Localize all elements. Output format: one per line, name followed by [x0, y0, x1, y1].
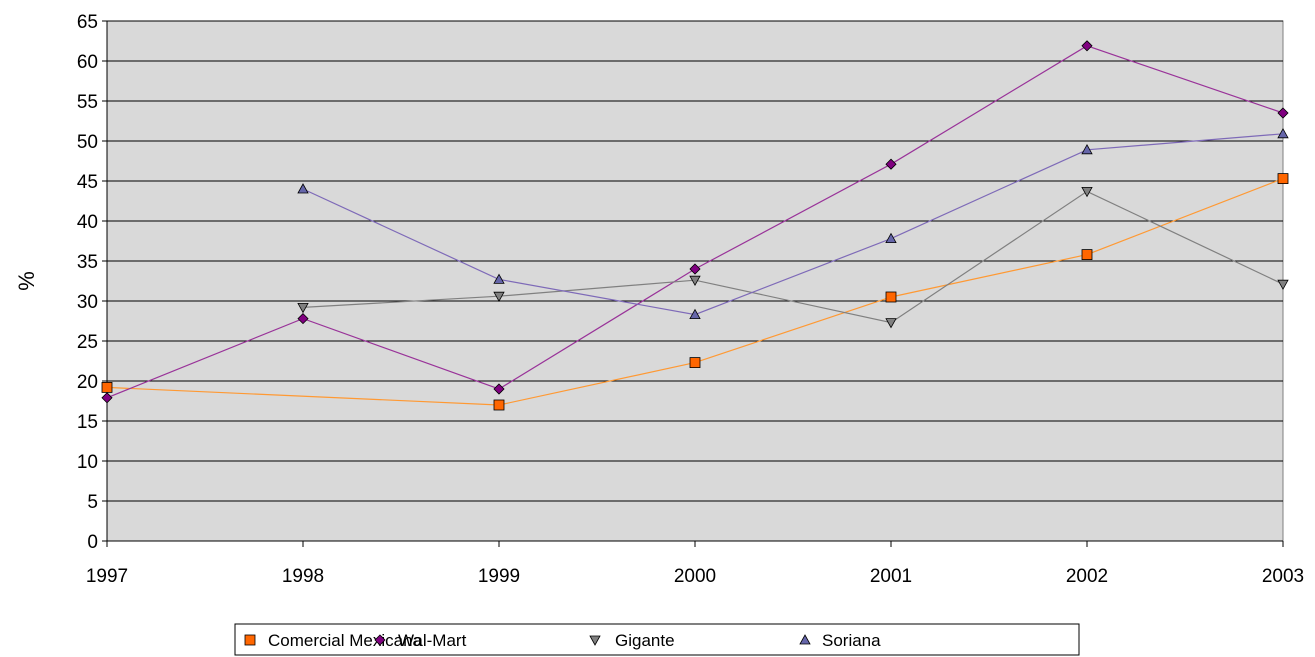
data-point — [101, 381, 113, 393]
data-point — [1081, 40, 1093, 52]
y-tick-label: 40 — [77, 212, 98, 233]
x-tick-label: 2001 — [870, 566, 912, 587]
y-axis-title: % — [14, 271, 39, 291]
series-gigante — [297, 186, 1289, 329]
gridlines — [107, 20, 1283, 502]
y-tick-label: 45 — [77, 172, 98, 193]
data-point — [493, 291, 505, 303]
y-tick-label: 30 — [77, 292, 98, 313]
y-tick-label: 15 — [77, 412, 98, 433]
data-point — [1277, 279, 1289, 291]
data-point — [1081, 249, 1093, 261]
data-point — [101, 392, 113, 404]
x-tick-label: 1999 — [478, 566, 520, 587]
series-wal-mart — [101, 40, 1289, 404]
y-tick-label: 10 — [77, 452, 98, 473]
y-tick-label: 35 — [77, 252, 98, 273]
y-tick-labels: 0 5 10 15 20 25 30 35 40 45 50 55 60 65 — [77, 12, 98, 553]
series-line — [106, 178, 1284, 406]
data-point — [689, 275, 701, 287]
series-comercial-mexicana — [101, 173, 1289, 411]
y-tick-label: 65 — [77, 12, 98, 33]
data-point — [885, 318, 897, 329]
data-point — [885, 291, 897, 303]
legend-marker — [589, 635, 601, 646]
x-tick-label: 2002 — [1066, 566, 1108, 587]
legend-marker — [244, 634, 256, 646]
series-soriana — [297, 127, 1289, 320]
x-tick-label: 2003 — [1262, 566, 1304, 587]
data-point — [493, 399, 505, 411]
y-tick-label: 5 — [87, 492, 98, 513]
data-point — [689, 308, 701, 320]
x-tick-labels: 1997 1998 1999 2000 2001 2002 2003 — [86, 566, 1304, 587]
y-tick-label: 60 — [77, 52, 98, 73]
y-tick-label: 25 — [77, 332, 98, 353]
data-point — [297, 183, 309, 194]
data-point — [1081, 186, 1093, 198]
axes — [102, 20, 1284, 547]
data-point — [689, 263, 701, 275]
series-group — [101, 40, 1289, 411]
x-tick-label: 2000 — [674, 566, 716, 587]
legend-label: Soriana — [822, 631, 881, 650]
data-point — [297, 313, 309, 325]
data-point — [885, 158, 897, 170]
y-tick-label: 0 — [87, 532, 98, 553]
legend-label: Comercial Mexicana — [268, 631, 423, 650]
data-point — [493, 273, 505, 284]
series-line — [302, 133, 1284, 316]
y-tick-label: 20 — [77, 372, 98, 393]
data-point — [1081, 143, 1093, 155]
y-tick-label: 55 — [77, 92, 98, 113]
y-tick-label: 50 — [77, 132, 98, 153]
data-point — [1277, 107, 1289, 119]
data-point — [1277, 173, 1289, 185]
data-point — [689, 357, 701, 369]
series-line — [302, 190, 1284, 324]
legend-marker — [374, 634, 386, 646]
legend-label: Wal-Mart — [398, 631, 467, 650]
legend-marker — [799, 634, 811, 645]
data-point — [297, 302, 309, 314]
data-point — [1277, 127, 1289, 139]
data-point — [493, 383, 505, 395]
legend-label: Gigante — [615, 631, 675, 650]
data-point — [885, 232, 897, 244]
x-tick-label: 1998 — [282, 566, 324, 587]
x-tick-label: 1997 — [86, 566, 128, 587]
